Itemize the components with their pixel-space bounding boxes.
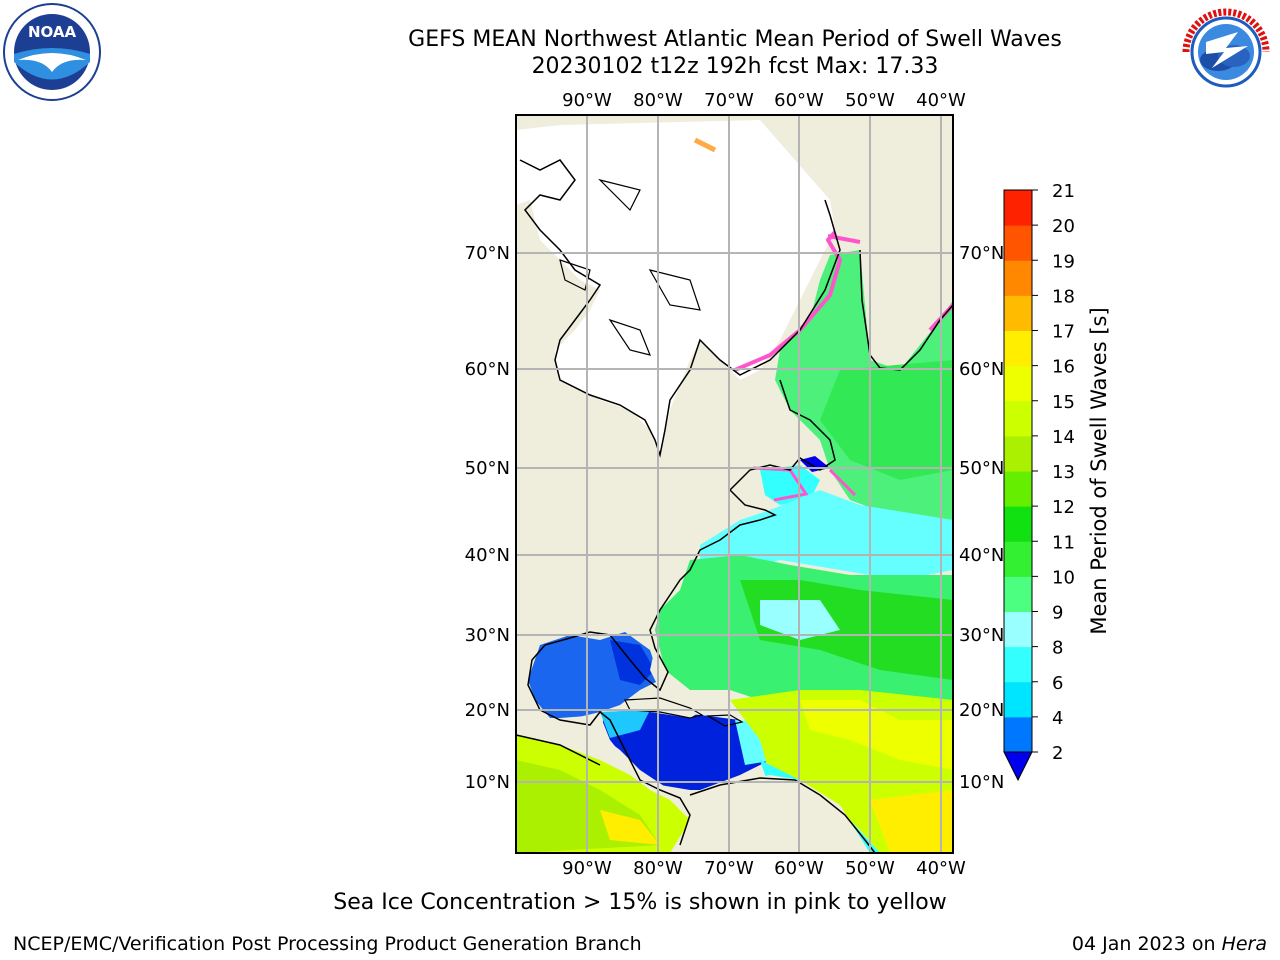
colorbar-tick-label: 18 bbox=[1052, 286, 1075, 307]
lat-tick-right: 30°N bbox=[959, 625, 1004, 646]
lat-tick-left: 70°N bbox=[465, 243, 510, 264]
chart-title: GEFS MEAN Northwest Atlantic Mean Period… bbox=[408, 27, 1062, 52]
map-gridlines bbox=[516, 115, 953, 853]
chart-subtitle: 20230102 t12z 192h fcst Max: 17.33 bbox=[531, 54, 939, 79]
lat-tick-right: 50°N bbox=[959, 458, 1004, 479]
lon-tick-top: 80°W bbox=[633, 90, 683, 111]
map-area bbox=[516, 115, 953, 853]
lat-tick-left: 60°N bbox=[465, 359, 510, 380]
lat-tick-left: 20°N bbox=[465, 700, 510, 721]
coastline-south-america bbox=[689, 777, 876, 853]
ice-covered-sea bbox=[530, 120, 835, 455]
colorbar-tick-label: 19 bbox=[1052, 251, 1075, 272]
lon-tick-top: 60°W bbox=[774, 90, 824, 111]
lon-tick-bottom: 50°W bbox=[845, 858, 895, 879]
lon-tick-bottom: 60°W bbox=[774, 858, 824, 879]
colorbar-tick-label: 16 bbox=[1052, 357, 1075, 378]
caribbean-sea bbox=[600, 710, 770, 790]
south-america-land bbox=[690, 775, 870, 853]
colorbar-tick-label: 8 bbox=[1052, 638, 1063, 659]
footer-date-text: 04 Jan 2023 on bbox=[1071, 933, 1222, 955]
lon-tick-bottom: 40°W bbox=[916, 858, 966, 879]
colorbar-tick-label: 2 bbox=[1052, 743, 1063, 764]
colorbar-tick-label: 9 bbox=[1052, 603, 1063, 624]
colorbar-tick-label: 15 bbox=[1052, 392, 1075, 413]
colorbar-tick-label: 11 bbox=[1052, 532, 1075, 553]
sea-ice-note: Sea Ice Concentration > 15% is shown in … bbox=[333, 890, 947, 915]
colorbar-swatch bbox=[1004, 225, 1032, 261]
lon-tick-top: 90°W bbox=[562, 90, 612, 111]
colorbar-swatch bbox=[1004, 681, 1032, 718]
colorbar-swatch bbox=[1004, 471, 1032, 507]
lon-tick-bottom: 70°W bbox=[704, 858, 754, 879]
colorbar-tick-label: 17 bbox=[1052, 322, 1075, 343]
lon-tick-bottom: 90°W bbox=[562, 858, 612, 879]
coastline-arctic-islands bbox=[559, 178, 701, 356]
colorbar-swatch bbox=[1004, 190, 1032, 226]
colorbar-swatch bbox=[1004, 611, 1032, 648]
lat-tick-right: 40°N bbox=[959, 545, 1004, 566]
lat-tick-left: 30°N bbox=[465, 625, 510, 646]
colorbar-tick-label: 14 bbox=[1052, 427, 1075, 448]
colorbar-tick-label: 13 bbox=[1052, 462, 1075, 483]
coastline-arctic bbox=[519, 159, 841, 458]
colorbar-swatch bbox=[1004, 330, 1032, 367]
colorbar-swatch bbox=[1004, 541, 1032, 577]
colorbar-swatch bbox=[1004, 260, 1032, 296]
colorbar-swatch bbox=[1004, 435, 1032, 472]
lon-tick-top: 50°W bbox=[845, 90, 895, 111]
colorbar-tick-label: 12 bbox=[1052, 497, 1075, 518]
colorbar-swatch bbox=[1004, 646, 1032, 683]
colorbar-swatch bbox=[1004, 576, 1032, 612]
lat-tick-right: 20°N bbox=[959, 700, 1004, 721]
colorbar-swatch bbox=[1004, 295, 1032, 331]
lat-tick-right: 70°N bbox=[959, 243, 1004, 264]
colorbar-swatch bbox=[1004, 365, 1032, 402]
footer-date: 04 Jan 2023 on Hera bbox=[1072, 933, 1267, 955]
noaa-logo-text: NOAA bbox=[28, 23, 77, 41]
footer-credit: NCEP/EMC/Verification Post Processing Pr… bbox=[13, 933, 642, 955]
colorbar-tick-label: 6 bbox=[1052, 673, 1063, 694]
colorbar-swatch bbox=[1004, 400, 1032, 437]
colorbar: 2 4 6 8 9 10 11 12 13 14 15 16 17 18 19 20 21 bbox=[1003, 181, 1075, 782]
lat-tick-right: 10°N bbox=[959, 772, 1004, 793]
noaa-logo: NOAA bbox=[3, 3, 101, 101]
nws-logo bbox=[1178, 4, 1274, 100]
lon-tick-top: 70°W bbox=[704, 90, 754, 111]
lon-tick-top: 40°W bbox=[916, 90, 966, 111]
colorbar-tick-label: 20 bbox=[1052, 216, 1075, 237]
colorbar-tick-label: 21 bbox=[1052, 181, 1075, 202]
lat-tick-right: 60°N bbox=[959, 359, 1004, 380]
colorbar-swatch bbox=[1004, 506, 1032, 542]
lat-tick-left: 40°N bbox=[465, 545, 510, 566]
colorbar-tick-label: 4 bbox=[1052, 708, 1063, 729]
map-frame bbox=[515, 114, 954, 854]
lon-tick-bottom: 80°W bbox=[633, 858, 683, 879]
colorbar-extend-arrow bbox=[1003, 751, 1033, 782]
footer-host: Hera bbox=[1221, 933, 1267, 955]
colorbar-tick-label: 10 bbox=[1052, 567, 1075, 588]
lat-tick-left: 50°N bbox=[465, 458, 510, 479]
colorbar-swatch bbox=[1004, 716, 1032, 753]
lat-tick-left: 10°N bbox=[465, 772, 510, 793]
colorbar-label: Mean Period of Swell Waves [s] bbox=[1087, 307, 1111, 634]
